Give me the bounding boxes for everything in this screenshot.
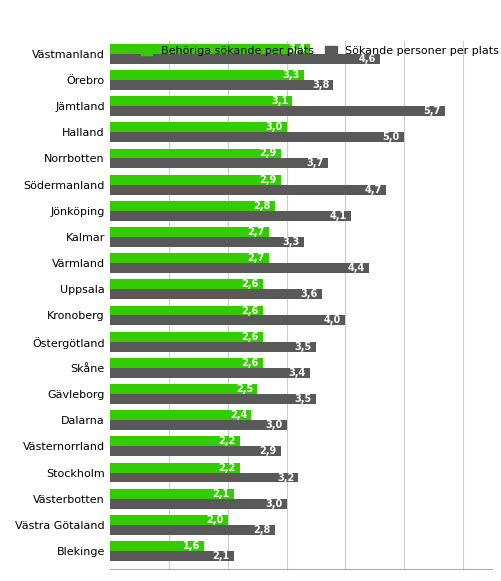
Bar (110, 515, 227, 525)
Bar (110, 384, 257, 394)
Bar (110, 498, 286, 508)
Text: 2,6: 2,6 (241, 332, 259, 342)
Text: 3,4: 3,4 (288, 368, 305, 378)
Bar (110, 80, 333, 90)
Text: 3,4: 3,4 (288, 44, 305, 54)
Bar (110, 541, 204, 551)
Bar (110, 420, 286, 430)
Bar (110, 175, 280, 185)
Bar (110, 462, 239, 472)
Bar (110, 237, 304, 247)
Text: 3,0: 3,0 (265, 498, 282, 509)
Text: 3,8: 3,8 (312, 80, 329, 90)
Text: 2,9: 2,9 (259, 175, 276, 185)
Text: 4,7: 4,7 (364, 185, 381, 195)
Text: 2,9: 2,9 (259, 446, 276, 456)
Text: 3,1: 3,1 (271, 96, 288, 106)
Text: 2,7: 2,7 (247, 227, 265, 237)
Bar (110, 96, 292, 106)
Bar (110, 436, 239, 446)
Text: 4,6: 4,6 (358, 53, 376, 64)
Text: 2,5: 2,5 (235, 384, 253, 394)
Text: 2,9: 2,9 (259, 149, 276, 159)
Bar (110, 368, 310, 378)
Text: 3,3: 3,3 (282, 70, 300, 80)
Bar (110, 332, 263, 342)
Text: 2,6: 2,6 (241, 306, 259, 315)
Text: 5,7: 5,7 (423, 106, 440, 116)
Text: 1,6: 1,6 (183, 541, 200, 551)
Text: 2,8: 2,8 (253, 201, 270, 211)
Text: 3,0: 3,0 (265, 420, 282, 430)
Text: 4,1: 4,1 (329, 211, 346, 221)
Bar (110, 358, 263, 368)
Bar (110, 253, 269, 263)
Text: 3,5: 3,5 (294, 342, 311, 352)
Text: 2,0: 2,0 (206, 515, 223, 525)
Text: 3,0: 3,0 (265, 123, 282, 132)
Text: 3,7: 3,7 (306, 159, 323, 168)
Bar (110, 70, 304, 80)
Text: 3,2: 3,2 (277, 472, 294, 482)
Bar (110, 263, 368, 273)
Text: 3,6: 3,6 (300, 289, 317, 299)
Text: 2,7: 2,7 (247, 253, 265, 263)
Bar (110, 185, 386, 195)
Bar (110, 132, 403, 142)
Bar (110, 315, 345, 325)
Text: 2,8: 2,8 (253, 525, 270, 535)
Bar (110, 44, 310, 54)
Bar (110, 227, 269, 237)
Bar (110, 525, 274, 535)
Text: 3,3: 3,3 (282, 237, 300, 247)
Bar (110, 279, 263, 289)
Bar (110, 54, 380, 64)
Bar (110, 472, 298, 482)
Bar (110, 394, 315, 404)
Text: 2,2: 2,2 (218, 462, 235, 472)
Bar (110, 306, 263, 315)
Text: 4,0: 4,0 (323, 315, 341, 325)
Bar (110, 410, 251, 420)
Bar (110, 211, 350, 221)
Text: 2,2: 2,2 (218, 436, 235, 446)
Text: 4,4: 4,4 (347, 263, 364, 273)
Text: 2,1: 2,1 (212, 489, 229, 498)
Bar (110, 106, 444, 116)
Bar (110, 342, 315, 352)
Text: 2,6: 2,6 (241, 358, 259, 368)
Legend: Behöriga sökande per plats, Sökande personer per plats: Behöriga sökande per plats, Sökande pers… (141, 46, 498, 56)
Text: 2,4: 2,4 (229, 410, 246, 420)
Bar (110, 159, 327, 168)
Bar (110, 289, 321, 299)
Text: 5,0: 5,0 (382, 132, 399, 142)
Bar (110, 123, 286, 132)
Bar (110, 446, 280, 456)
Bar (110, 149, 280, 159)
Text: 2,6: 2,6 (241, 279, 259, 289)
Bar (110, 551, 233, 561)
Text: 2,1: 2,1 (212, 551, 229, 561)
Text: 3,5: 3,5 (294, 394, 311, 404)
Bar (110, 489, 233, 498)
Bar (110, 201, 274, 211)
